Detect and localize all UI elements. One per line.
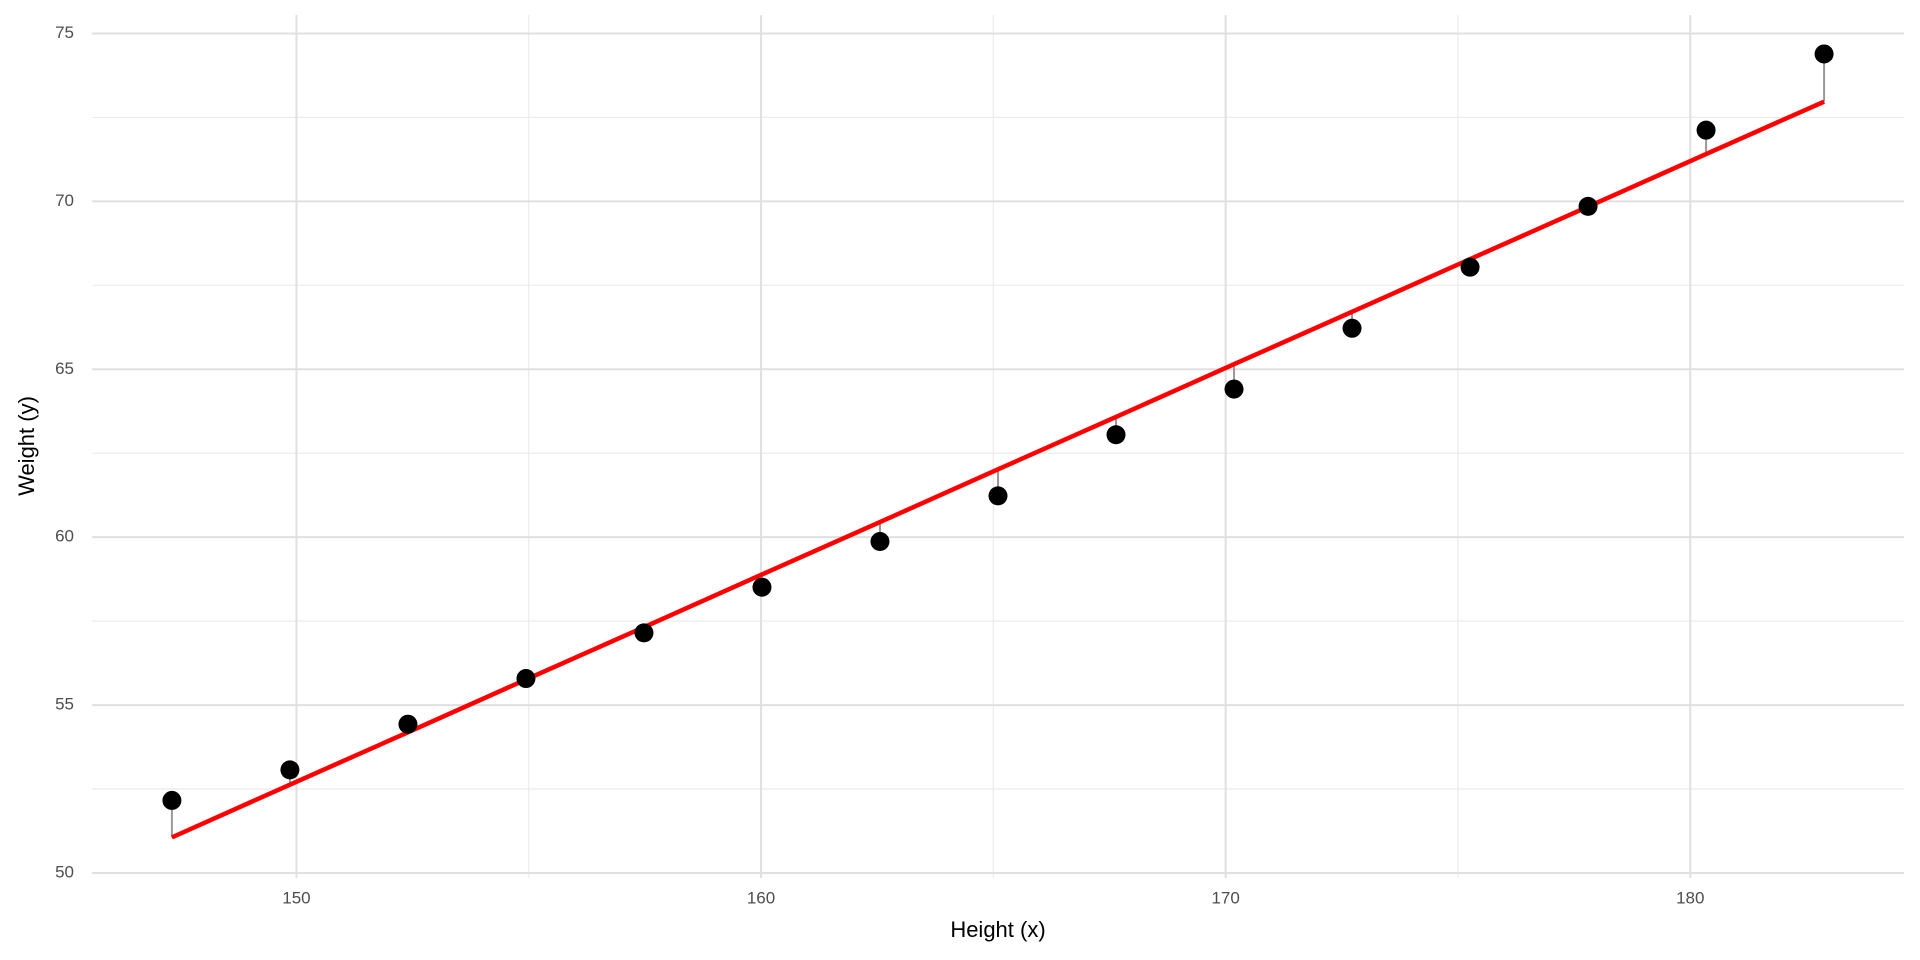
x-tick-label: 150	[282, 888, 310, 907]
point	[634, 623, 654, 643]
point	[516, 669, 536, 689]
point	[988, 486, 1008, 506]
x-tick-label: 180	[1676, 888, 1704, 907]
point	[1224, 379, 1244, 399]
point	[1578, 196, 1598, 216]
y-axis-title: Weight (y)	[14, 396, 39, 496]
point	[1106, 425, 1126, 445]
y-tick-label: 50	[55, 862, 74, 881]
point	[280, 760, 300, 780]
y-tick-label: 55	[55, 695, 74, 714]
x-tick-label: 170	[1211, 888, 1239, 907]
x-tick-label: 160	[747, 888, 775, 907]
fit-line	[170, 99, 1826, 840]
point	[1696, 120, 1716, 140]
x-axis-title: Height (x)	[950, 917, 1045, 942]
point	[398, 714, 418, 734]
y-tick-label: 60	[55, 527, 74, 546]
y-tick-label: 70	[55, 191, 74, 210]
point	[752, 577, 772, 597]
y-tick-label: 75	[55, 23, 74, 42]
point	[1342, 318, 1362, 338]
point	[162, 790, 182, 810]
point	[1460, 257, 1480, 277]
point	[1814, 44, 1834, 64]
point	[870, 532, 890, 552]
y-tick-label: 65	[55, 359, 74, 378]
